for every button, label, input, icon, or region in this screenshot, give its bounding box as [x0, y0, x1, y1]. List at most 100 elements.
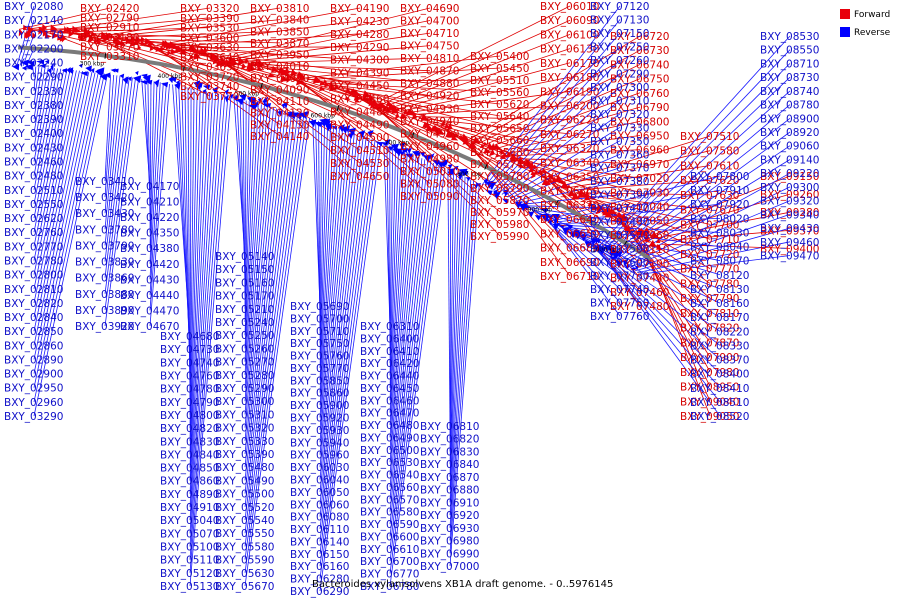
reverse-gene-label: BXY_02950 [4, 383, 63, 395]
forward-gene-arrow [620, 214, 627, 222]
reverse-gene-label: BXY_07370 [590, 163, 649, 175]
scale-ticks: 300 kbp 400 kbp 500 kbp 600 kbp 700 kbp 800 k… [80, 52, 628, 254]
reverse-gene-arrow [61, 68, 68, 74]
reverse-gene-label: BXY_08400 [690, 369, 749, 381]
forward-gene-arrow [474, 137, 480, 142]
forward-gene-label: BXY_06730 [610, 45, 669, 57]
forward-gene-arrow [482, 141, 489, 146]
forward-gene-arrow [451, 135, 459, 141]
reverse-label-connector [389, 154, 414, 450]
reverse-gene-label: BXY_04470 [120, 305, 179, 317]
reverse-label-connector [189, 95, 226, 560]
reverse-label-connector [149, 83, 170, 327]
forward-gene-label: BXY_06010 [540, 1, 599, 13]
reverse-gene-arrow [623, 259, 629, 267]
reverse-gene-label: BXY_05290 [215, 383, 274, 395]
reverse-gene-arrow [573, 231, 583, 240]
forward-gene-label: BXY_06760 [610, 88, 669, 100]
reverse-gene-arrow [253, 101, 259, 108]
forward-label-connector [656, 229, 791, 242]
forward-gene-label: BXY_07510 [680, 131, 739, 143]
forward-gene-arrow [75, 28, 81, 34]
reverse-label-connector [447, 169, 451, 427]
reverse-gene-label: BXY_05930 [290, 425, 349, 437]
reverse-gene-arrow [47, 67, 52, 74]
forward-gene-arrow [130, 34, 136, 44]
forward-gene-arrow [379, 102, 388, 109]
reverse-gene-arrow [528, 211, 535, 218]
reverse-gene-arrow [249, 97, 256, 105]
forward-gene-arrow [298, 74, 306, 81]
reverse-gene-label: BXY_04430 [120, 274, 179, 286]
reverse-gene-label: BXY_02780 [4, 256, 63, 268]
forward-gene-arrow [407, 108, 415, 116]
reverse-gene-label: BXY_07740 [590, 284, 649, 296]
scale-tick-mark [182, 65, 186, 72]
reverse-gene-label: BXY_06040 [290, 475, 349, 487]
reverse-gene-label: BXY_08410 [690, 383, 749, 395]
reverse-gene-label: BXY_03430 [75, 208, 134, 220]
forward-gene-label: BXY_09150 [760, 171, 819, 183]
forward-gene-arrow [51, 32, 59, 39]
reverse-gene-arrow [281, 102, 286, 109]
reverse-gene-arrow [597, 247, 607, 255]
reverse-gene-arrow [160, 82, 169, 88]
forward-gene-arrow [514, 155, 520, 163]
forward-label-connector [239, 45, 431, 63]
reverse-gene-label: BXY_02890 [4, 354, 63, 366]
reverse-label-connector [149, 82, 161, 280]
forward-gene-label: BXY_07110 [610, 244, 669, 256]
forward-gene-arrow [528, 161, 535, 170]
forward-gene-label: BXY_09050 [680, 411, 739, 423]
forward-gene-label: BXY_03720 [180, 71, 239, 83]
forward-gene-label: BXY_04020 [250, 73, 309, 85]
forward-gene-label: BXY_06750 [610, 74, 669, 86]
forward-gene-label: BXY_06350 [540, 172, 599, 184]
forward-gene-arrow [566, 184, 571, 189]
map-caption: Bacteroides xylanisolvens XB1A draft gen… [312, 579, 613, 590]
reverse-label-connector [244, 101, 250, 323]
reverse-gene-label: BXY_02850 [4, 326, 63, 338]
reverse-gene-label: BXY_06280 [290, 574, 349, 586]
reverse-label-connector [189, 93, 216, 521]
reverse-label-connector [33, 72, 99, 374]
reverse-gene-arrow [36, 59, 45, 65]
forward-gene-arrow [624, 224, 631, 232]
reverse-gene-label: BXY_09340 [760, 209, 819, 221]
scale-tick-mark [260, 82, 263, 89]
reverse-gene-label: BXY_07750 [590, 298, 649, 310]
reverse-gene-label: BXY_03410 [75, 176, 134, 188]
reverse-gene-arrow [224, 94, 229, 103]
reverse-gene-label: BXY_06440 [360, 371, 419, 383]
reverse-gene-arrow [44, 59, 50, 64]
forward-gene-label: BXY_07810 [680, 308, 739, 320]
forward-gene-label: BXY_05870 [470, 195, 529, 207]
reverse-gene-label: BXY_02510 [4, 185, 63, 197]
forward-gene-label: BXY_03630 [180, 42, 239, 54]
forward-gene-arrow [241, 62, 247, 70]
reverse-label-connector [389, 160, 429, 512]
reverse-gene-label: BXY_06980 [420, 536, 479, 548]
reverse-gene-label: BXY_05630 [215, 568, 274, 580]
forward-label-connector [652, 211, 791, 240]
reverse-gene-arrow [407, 147, 413, 155]
forward-gene-arrow [621, 222, 627, 227]
forward-gene-arrow [533, 168, 539, 176]
forward-gene-arrow [247, 63, 256, 72]
reverse-gene-arrow [411, 150, 420, 157]
forward-gene-label: BXY_04530 [330, 158, 389, 170]
reverse-gene-label: BXY_03890 [75, 305, 134, 317]
forward-gene-label: BXY_03850 [250, 26, 309, 38]
reverse-gene-label: BXY_05040 [160, 515, 219, 527]
reverse-label-connector [319, 142, 382, 592]
reverse-gene-label: BXY_08040 [690, 242, 749, 254]
reverse-gene-label: BXY_08020 [690, 213, 749, 225]
forward-gene-label: BXY_04710 [400, 28, 459, 40]
forward-label-connector [400, 76, 571, 112]
forward-gene-arrow [541, 168, 549, 174]
forward-gene-label: BXY_07610 [680, 161, 739, 173]
forward-label-connector [386, 34, 571, 107]
reverse-gene-label: BXY_08160 [690, 298, 749, 310]
scale-tick-label: 700 kbp [385, 140, 410, 147]
reverse-gene-label: BXY_08520 [690, 411, 749, 423]
